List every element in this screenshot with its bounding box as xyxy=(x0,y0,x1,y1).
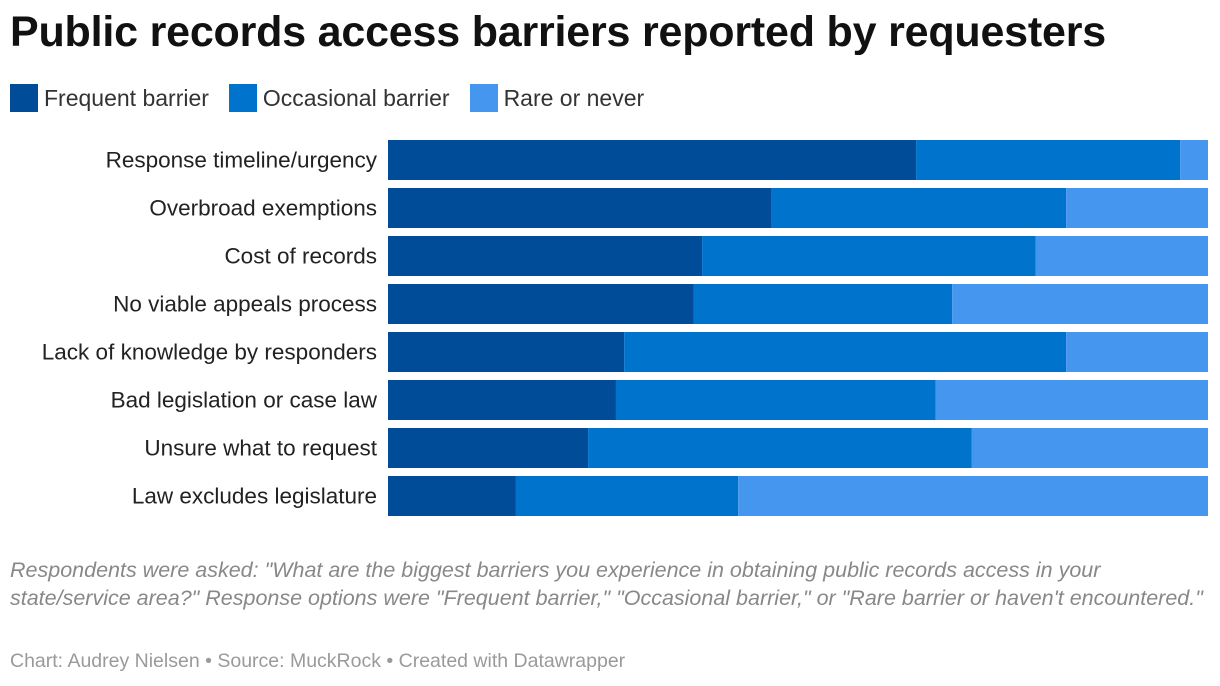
category-label: Unsure what to request xyxy=(144,436,377,461)
legend-swatch-rare xyxy=(469,84,498,112)
chart-title: Public records access barriers reported … xyxy=(10,8,1106,56)
category-label: Cost of records xyxy=(224,244,377,269)
category-label: Law excludes legislature xyxy=(132,484,377,509)
legend: Frequent barrier Occasional barrier Rare… xyxy=(10,84,664,112)
bar-segment-frequent xyxy=(388,284,694,324)
bar-segment-occasional xyxy=(771,188,1067,228)
bar-segment-frequent xyxy=(388,140,917,180)
bar-segment-occasional xyxy=(515,476,739,516)
bar-segment-occasional xyxy=(624,332,1067,372)
category-label: Overbroad exemptions xyxy=(149,196,377,221)
bar-segment-occasional xyxy=(916,140,1181,180)
bar-segment-frequent xyxy=(388,332,625,372)
bar-segment-frequent xyxy=(388,236,703,276)
stacked-bar-chart: Response timeline/urgency Overbroad exemp… xyxy=(42,140,1208,516)
category-label: Bad legislation or case law xyxy=(111,388,378,413)
bar-segment-rare xyxy=(1066,332,1208,372)
bar-segment-occasional xyxy=(615,380,936,420)
bar-segment-frequent xyxy=(388,428,589,468)
legend-label-occasional: Occasional barrier xyxy=(262,84,450,111)
legend-label-rare: Rare or never xyxy=(503,84,645,111)
chart-notes: Respondents were asked: "What are the bi… xyxy=(10,558,1203,610)
bar-segment-rare xyxy=(1180,140,1208,180)
chart-byline: Chart: Audrey Nielsen • Source: MuckRock… xyxy=(10,650,626,672)
bar-segment-occasional xyxy=(702,236,1036,276)
legend-label-frequent: Frequent barrier xyxy=(44,84,209,111)
category-label: No viable appeals process xyxy=(113,292,377,317)
bar-segment-occasional xyxy=(588,428,972,468)
bar-segment-rare xyxy=(738,476,1208,516)
category-label: Lack of knowledge by responders xyxy=(42,340,377,365)
bar-segment-frequent xyxy=(388,380,616,420)
bar-segment-frequent xyxy=(388,476,516,516)
bar-segment-rare xyxy=(935,380,1208,420)
legend-item-rare: Rare or never xyxy=(469,84,645,112)
bar-segment-rare xyxy=(1066,188,1208,228)
bar-segment-rare xyxy=(1035,236,1208,276)
legend-swatch-occasional xyxy=(228,84,257,112)
category-label: Response timeline/urgency xyxy=(106,148,378,173)
bar-segment-occasional xyxy=(693,284,953,324)
bar-segment-frequent xyxy=(388,188,772,228)
legend-item-frequent: Frequent barrier xyxy=(10,84,209,112)
legend-item-occasional: Occasional barrier xyxy=(228,84,450,112)
bar-segment-rare xyxy=(952,284,1208,324)
legend-swatch-frequent xyxy=(10,84,38,112)
bar-segment-rare xyxy=(971,428,1208,468)
